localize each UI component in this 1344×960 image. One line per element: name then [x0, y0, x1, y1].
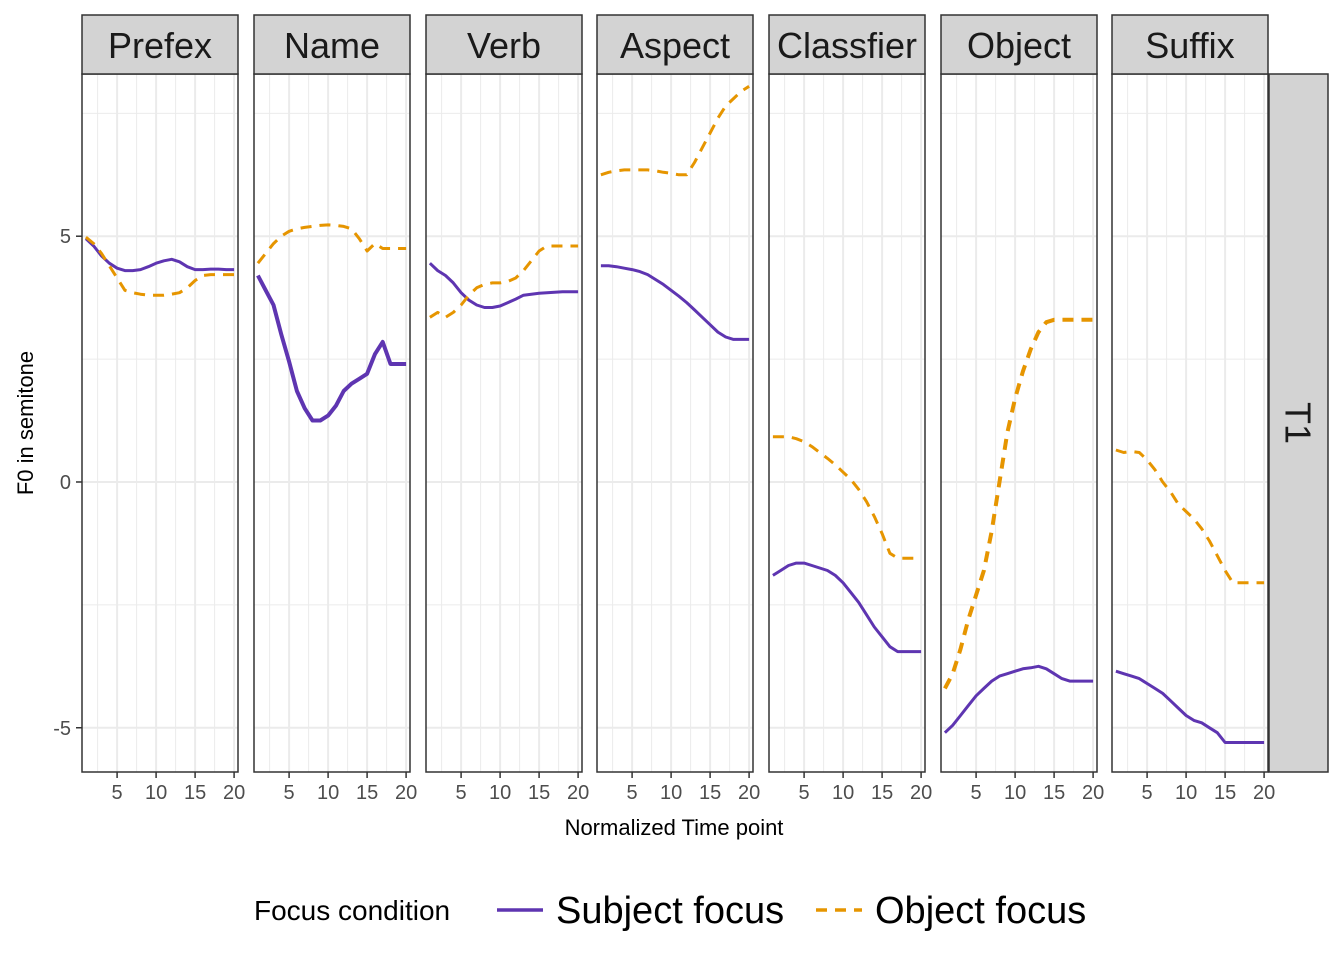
- panel-background: [941, 74, 1097, 772]
- x-tick-label: 15: [184, 782, 206, 804]
- strip-background: [768, 14, 926, 75]
- x-tick-label: 15: [1043, 782, 1065, 804]
- legend-label-subject-focus: Subject focus: [556, 890, 784, 932]
- legend: Focus condition Subject focus Object foc…: [254, 890, 1086, 932]
- x-tick-label: 5: [284, 782, 295, 804]
- strip-background: [1111, 14, 1269, 75]
- x-tick-label: 10: [145, 782, 167, 804]
- x-axis-title: Normalized Time point: [565, 815, 784, 840]
- facet-panel-classfier: Classfier 5 10 15 20: [768, 14, 932, 804]
- series-line-subject-focus-verb: [428, 262, 579, 309]
- x-tick-label: 10: [317, 782, 339, 804]
- x-tick-label: 15: [356, 782, 378, 804]
- x-tick-label: 10: [1175, 782, 1197, 804]
- x-tick-label: 10: [660, 782, 682, 804]
- strip-background: [425, 14, 583, 75]
- strip-label-classfier: Classfier: [777, 25, 917, 66]
- strip-background: [940, 14, 1098, 75]
- facet-panel-object: Object 5 10 15 20: [940, 14, 1104, 804]
- y-axis-title: F0 in semitone: [13, 351, 38, 495]
- series-line-subject-focus-aspect: [600, 264, 750, 341]
- x-tick-label: 5: [1142, 782, 1153, 804]
- series-line-object-focus-suffix: [1115, 448, 1265, 585]
- series-line-object-focus-prefex: [84, 236, 235, 297]
- series-line-subject-focus-object: [943, 664, 1094, 734]
- row-strip-label: T1: [1278, 402, 1319, 444]
- strip-background: [253, 14, 411, 75]
- x-tick-label: 15: [528, 782, 550, 804]
- legend-title: Focus condition: [254, 895, 450, 926]
- strip-label-suffix: Suffix: [1145, 25, 1234, 66]
- panel-background: [82, 74, 238, 772]
- panel-background: [769, 74, 925, 772]
- x-tick-label: 15: [699, 782, 721, 804]
- series-line-subject-focus-prefex: [84, 237, 235, 273]
- x-tick-label: 20: [1253, 782, 1275, 804]
- strip-label-prefex: Prefex: [108, 25, 212, 66]
- x-tick-label: 20: [223, 782, 245, 804]
- y-axis: -5 0 5: [53, 226, 82, 740]
- facet-panel-aspect: Aspect 5 10 15 20: [596, 14, 760, 804]
- strip-label-object: Object: [967, 25, 1071, 66]
- strip-background: [596, 14, 754, 75]
- x-tick-label: 5: [971, 782, 982, 804]
- panel-background: [1112, 74, 1268, 772]
- strip-background: [81, 14, 239, 75]
- panel-background: [426, 74, 582, 772]
- y-tick-label: 0: [60, 472, 71, 494]
- series-line-subject-focus-name: [256, 274, 407, 423]
- x-tick-label: 15: [1214, 782, 1236, 804]
- x-tick-label: 5: [456, 782, 467, 804]
- series-line-object-focus-classfier: [772, 435, 922, 560]
- series-line-subject-focus-classfier: [772, 561, 922, 654]
- x-tick-label: 20: [395, 782, 417, 804]
- series-line-object-focus-aspect: [600, 85, 750, 177]
- x-tick-label: 20: [738, 782, 760, 804]
- x-tick-label: 10: [1004, 782, 1026, 804]
- x-tick-label: 5: [627, 782, 638, 804]
- facet-panel-suffix: Suffix 5 10 15 20: [1111, 14, 1275, 804]
- facet-panel-verb: Verb 5 10 15 20: [425, 14, 589, 804]
- panel-background: [597, 74, 753, 772]
- x-tick-label: 20: [910, 782, 932, 804]
- series-line-object-focus-verb: [429, 244, 579, 319]
- x-tick-label: 10: [489, 782, 511, 804]
- series-line-subject-focus-suffix: [1115, 669, 1265, 744]
- x-tick-label: 20: [567, 782, 589, 804]
- x-tick-label: 5: [112, 782, 123, 804]
- x-tick-label: 5: [799, 782, 810, 804]
- series-line-object-focus-name: [256, 223, 407, 265]
- x-tick-label: 15: [871, 782, 893, 804]
- strip-label-aspect: Aspect: [620, 25, 730, 66]
- panel-background: [254, 74, 410, 772]
- legend-label-object-focus: Object focus: [875, 890, 1086, 932]
- series-line-object-focus-object: [943, 317, 1094, 690]
- row-strip: T1: [1268, 73, 1329, 773]
- facet-panel-name: Name 5 10 15 20: [253, 14, 417, 804]
- row-strip-background: [1268, 73, 1329, 773]
- y-tick-label: 5: [60, 226, 71, 248]
- facet-panel-prefex: Prefex 5 10 15 20: [81, 14, 245, 804]
- x-tick-label: 20: [1082, 782, 1104, 804]
- strip-label-name: Name: [284, 25, 380, 66]
- y-tick-label: -5: [53, 718, 71, 740]
- strip-label-verb: Verb: [467, 25, 541, 66]
- x-tick-label: 10: [832, 782, 854, 804]
